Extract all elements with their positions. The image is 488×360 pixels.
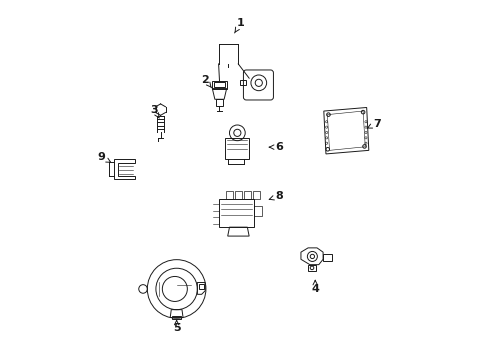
Bar xyxy=(214,82,224,87)
Bar xyxy=(216,99,223,106)
Bar xyxy=(198,284,204,289)
Bar xyxy=(253,206,261,216)
Text: 8: 8 xyxy=(269,191,282,201)
Bar xyxy=(172,316,181,319)
Bar xyxy=(211,81,227,89)
Bar xyxy=(234,191,242,199)
Bar xyxy=(218,199,253,227)
Bar xyxy=(252,191,259,199)
Text: 5: 5 xyxy=(172,320,180,333)
Text: 7: 7 xyxy=(366,118,380,129)
Text: 3: 3 xyxy=(150,105,159,118)
Bar xyxy=(244,191,250,199)
Text: 2: 2 xyxy=(201,75,211,88)
Bar xyxy=(225,191,233,199)
Bar xyxy=(307,265,315,271)
Text: 6: 6 xyxy=(268,142,282,152)
Bar xyxy=(224,138,248,158)
Text: 9: 9 xyxy=(97,152,110,162)
Text: 4: 4 xyxy=(311,280,319,294)
Text: 1: 1 xyxy=(234,18,244,33)
